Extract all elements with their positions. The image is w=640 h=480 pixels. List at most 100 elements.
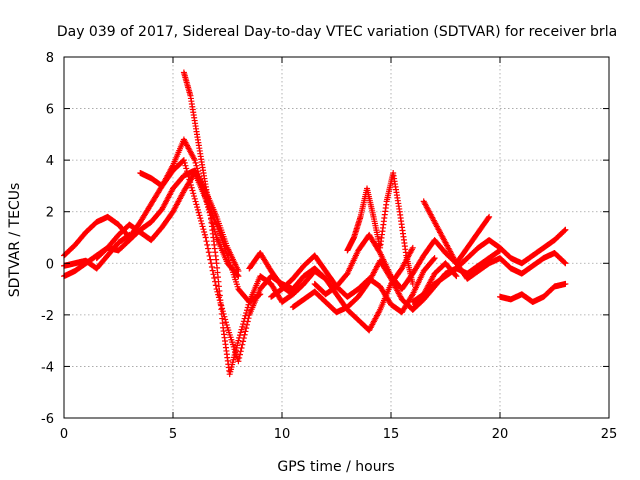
data-point <box>235 273 242 280</box>
data-point <box>243 307 250 314</box>
data-point <box>562 260 569 267</box>
data-point <box>184 170 191 177</box>
data-point <box>236 354 243 361</box>
data-point <box>199 223 206 230</box>
plot-frame <box>63 56 610 419</box>
data-point <box>222 319 229 326</box>
data-point <box>209 267 216 274</box>
data-point <box>222 316 229 323</box>
data-point <box>243 321 250 328</box>
data-point <box>192 159 199 166</box>
data-point <box>562 280 569 287</box>
data-point <box>257 291 264 298</box>
series-sat6 <box>246 244 416 334</box>
data-point <box>188 184 195 191</box>
series-sat5 <box>93 170 264 305</box>
data-point <box>182 162 189 169</box>
y-tick-label: 4 <box>46 154 54 169</box>
data-point <box>180 157 187 164</box>
data-point <box>219 305 226 312</box>
data-point <box>190 190 197 197</box>
data-point <box>223 321 230 328</box>
data-point <box>237 348 244 355</box>
data-point <box>191 193 198 200</box>
data-point <box>189 187 196 194</box>
data-point <box>212 278 219 285</box>
data-point <box>242 328 249 335</box>
y-tick-label: 6 <box>46 103 54 118</box>
y-tick-label: 2 <box>46 206 54 221</box>
data-point <box>240 335 247 342</box>
data-point <box>409 280 416 287</box>
y-tick-label: 8 <box>46 51 54 66</box>
data-point <box>238 345 245 352</box>
data-point <box>217 299 224 306</box>
data-point <box>183 165 190 172</box>
data-point <box>485 214 492 221</box>
series-sat14 <box>497 280 569 305</box>
data-point <box>194 204 201 211</box>
data-point <box>193 201 200 208</box>
data-point <box>242 312 249 319</box>
data-point <box>206 252 213 259</box>
data-marks <box>61 69 569 378</box>
series-sat12 <box>420 198 569 282</box>
data-point <box>205 245 212 252</box>
data-point <box>452 272 459 279</box>
axis-ticks <box>63 56 610 419</box>
chart-title: Day 039 of 2017, Sidereal Day-to-day VTE… <box>57 24 617 40</box>
x-tick-label: 10 <box>274 427 291 442</box>
data-point <box>562 226 569 233</box>
data-point <box>237 329 244 336</box>
data-point <box>245 315 252 322</box>
data-point <box>241 331 248 338</box>
data-point <box>561 227 568 234</box>
data-point <box>243 325 250 332</box>
data-point <box>207 256 214 263</box>
data-point <box>235 337 242 344</box>
data-point <box>497 247 503 254</box>
data-point <box>202 234 209 241</box>
data-point <box>221 313 228 320</box>
data-point <box>197 215 204 222</box>
data-point <box>200 226 207 233</box>
data-point <box>204 241 211 248</box>
x-tick-label: 5 <box>169 427 177 442</box>
data-point <box>205 249 212 256</box>
data-point <box>219 308 226 315</box>
data-point <box>191 157 198 164</box>
data-point <box>184 168 191 175</box>
data-point <box>191 195 198 202</box>
data-point <box>453 273 460 280</box>
data-point <box>244 318 251 325</box>
data-point <box>203 238 210 245</box>
y-tick-label: -4 <box>41 360 54 375</box>
y-tick-label: -6 <box>41 412 54 427</box>
data-point <box>240 321 247 328</box>
data-point <box>431 255 438 262</box>
data-point <box>239 341 246 348</box>
y-tick-label: -2 <box>41 309 54 324</box>
series-sat13 <box>409 247 503 313</box>
x-tick-label: 20 <box>492 427 509 442</box>
data-point <box>220 310 227 317</box>
data-point <box>235 268 242 275</box>
data-point <box>126 231 133 238</box>
data-point <box>240 338 247 345</box>
data-point <box>211 275 218 282</box>
data-point <box>208 260 215 267</box>
y-tick-label: 0 <box>46 257 54 272</box>
x-axis-label: GPS time / hours <box>277 459 394 475</box>
data-point <box>430 256 437 263</box>
data-point <box>236 351 243 358</box>
data-point <box>238 326 245 333</box>
data-point <box>201 231 208 238</box>
data-point <box>239 323 246 330</box>
x-tick-labels: 0 5 10 15 20 25 <box>60 427 617 442</box>
x-tick-label: 15 <box>383 427 400 442</box>
series-sat15 <box>61 231 133 272</box>
y-axis-label: SDTVAR / TECUs <box>7 183 23 298</box>
data-point <box>208 263 215 270</box>
data-point <box>218 302 225 309</box>
